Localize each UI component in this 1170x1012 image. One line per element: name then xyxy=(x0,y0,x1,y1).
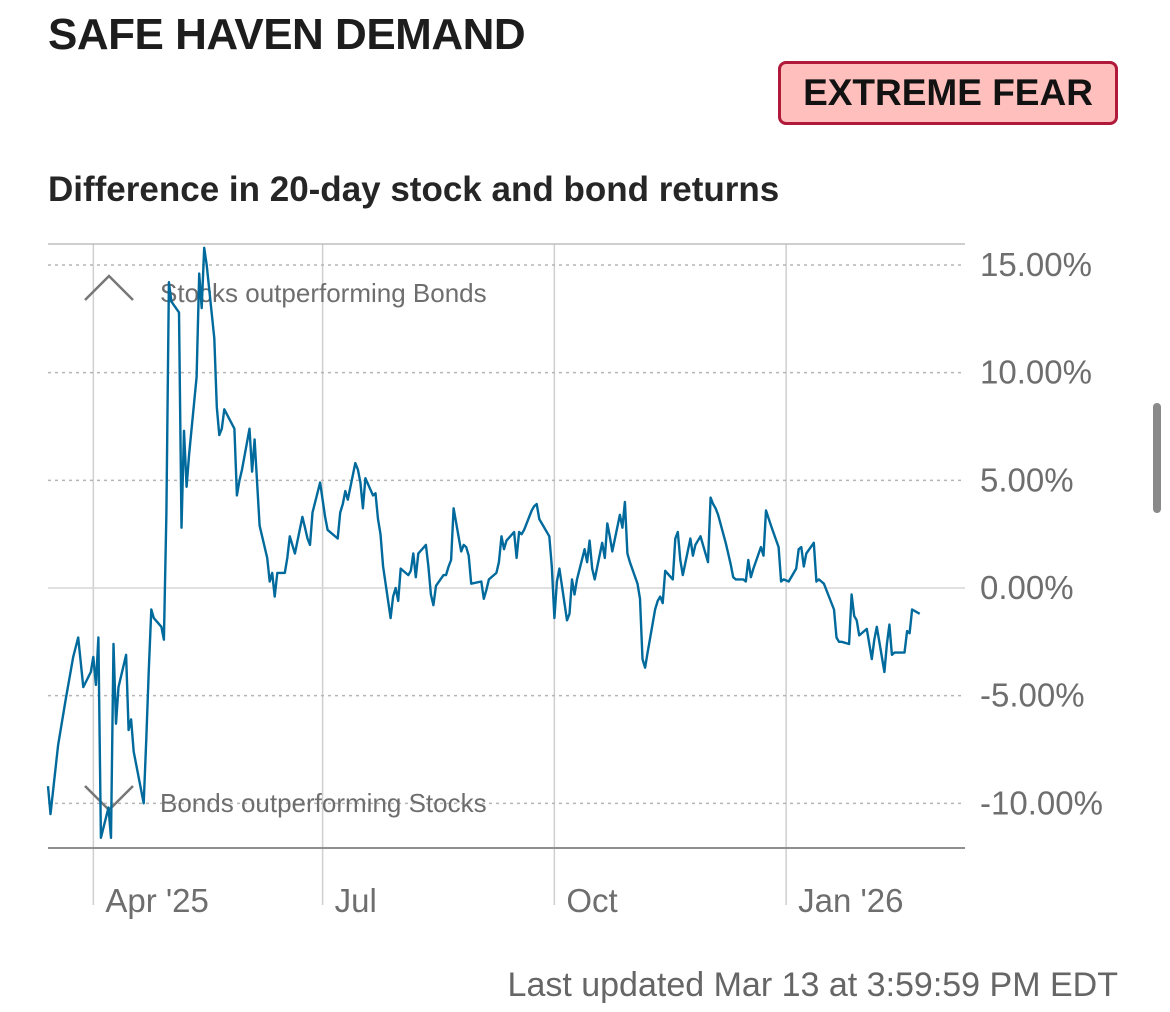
y-gridlines xyxy=(48,264,965,805)
annotation-bonds-outperforming: Bonds outperforming Stocks xyxy=(160,788,487,818)
y-tick-label: 10.00% xyxy=(980,354,1092,391)
safe-haven-chart: 15.00% 10.00% 5.00% 0.00% -5.00% -10.00% Apr … xyxy=(46,243,1103,919)
x-tick-label: Jul xyxy=(335,882,377,919)
scrollbar-thumb[interactable] xyxy=(1153,403,1161,513)
x-tick-label: Jan '26 xyxy=(798,882,903,919)
x-tick-label: Oct xyxy=(566,882,617,919)
x-gridlines xyxy=(92,244,787,905)
y-tick-label: 15.00% xyxy=(980,246,1092,283)
series-line xyxy=(46,246,921,839)
y-tick-label: -10.00% xyxy=(980,784,1103,821)
chevron-down-icon xyxy=(84,785,134,812)
y-tick-label: 0.00% xyxy=(980,569,1074,606)
chart-title: Difference in 20-day stock and bond retu… xyxy=(48,170,780,209)
annotation-stocks-outperforming: Stocks outperforming Bonds xyxy=(160,278,487,308)
y-tick-labels: 15.00% 10.00% 5.00% 0.00% -5.00% -10.00% xyxy=(980,246,1103,821)
page-title: SAFE HAVEN DEMAND xyxy=(48,10,526,59)
y-tick-label: 5.00% xyxy=(980,461,1074,498)
x-tick-label: Apr '25 xyxy=(105,882,209,919)
x-tick-labels: Apr '25 Jul Oct Jan '26 xyxy=(105,882,903,919)
fear-status-badge: EXTREME FEAR xyxy=(778,61,1118,125)
last-updated-text: Last updated Mar 13 at 3:59:59 PM EDT xyxy=(507,966,1118,1004)
y-tick-label: -5.00% xyxy=(980,677,1085,714)
chevron-up-icon xyxy=(84,274,134,301)
